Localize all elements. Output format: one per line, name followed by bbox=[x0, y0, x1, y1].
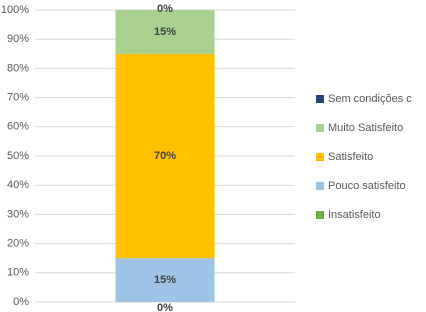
legend-swatch bbox=[316, 95, 324, 103]
data-label: 70% bbox=[154, 150, 176, 162]
legend-label: Insatisfeito bbox=[328, 209, 381, 221]
legend-label: Pouco satisfeito bbox=[328, 180, 406, 192]
bar-segment bbox=[115, 53, 215, 259]
legend-swatch bbox=[316, 211, 324, 219]
y-tick-label: 10% bbox=[7, 267, 29, 279]
y-tick-label: 20% bbox=[7, 238, 29, 250]
data-label: 15% bbox=[154, 26, 176, 38]
y-tick-label: 70% bbox=[7, 92, 29, 104]
legend-label: Muito Satisfeito bbox=[328, 122, 403, 134]
y-tick-label: 0% bbox=[13, 296, 29, 308]
legend-swatch bbox=[316, 182, 324, 190]
y-tick-label: 100% bbox=[1, 4, 29, 16]
data-label: 0% bbox=[157, 302, 173, 312]
data-label: 0% bbox=[157, 3, 173, 15]
legend-label: Satisfeito bbox=[328, 151, 373, 163]
bar-segment bbox=[115, 10, 215, 54]
legend-swatch bbox=[316, 153, 324, 161]
y-tick-label: 30% bbox=[7, 208, 29, 220]
data-label: 15% bbox=[154, 274, 176, 286]
y-tick-label: 80% bbox=[7, 62, 29, 74]
y-tick-label: 50% bbox=[7, 150, 29, 162]
bar-segment bbox=[115, 258, 215, 302]
y-tick-label: 40% bbox=[7, 179, 29, 191]
legend-label: Sem condições c bbox=[328, 93, 412, 105]
y-tick-label: 60% bbox=[7, 121, 29, 133]
y-tick-label: 90% bbox=[7, 33, 29, 45]
legend-swatch bbox=[316, 124, 324, 132]
